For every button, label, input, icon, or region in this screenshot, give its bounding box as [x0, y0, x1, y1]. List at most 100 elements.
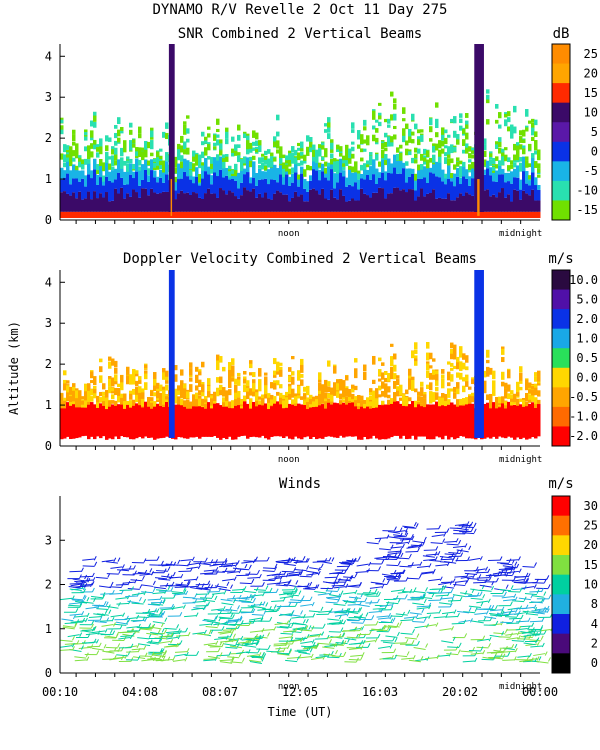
heat-cell — [447, 153, 451, 158]
heat-cell — [441, 393, 445, 399]
wind-barb — [390, 546, 403, 549]
heat-cell — [342, 160, 346, 168]
wind-barb — [387, 554, 391, 560]
wind-barb — [517, 610, 521, 615]
colorbar-unit: dB — [553, 26, 570, 42]
heat-cell — [282, 184, 286, 195]
wind-barb — [253, 588, 266, 591]
wind-barb — [199, 623, 212, 626]
heat-cell — [81, 164, 85, 168]
heat-cell — [450, 352, 454, 360]
heat-cell — [168, 211, 172, 218]
heat-cell — [357, 398, 361, 404]
wind-barb — [514, 643, 518, 649]
heat-cell — [75, 403, 79, 439]
wind-barb — [148, 641, 161, 644]
heat-cell — [315, 211, 319, 218]
heat-cell — [315, 153, 319, 159]
heat-cell — [327, 393, 331, 399]
colorbar-tick-label: -15 — [576, 203, 598, 217]
x-tick-label: 12:05 — [282, 685, 318, 699]
wind-barb — [143, 598, 147, 604]
wind-barb — [500, 563, 513, 566]
wind-barb — [127, 600, 140, 604]
heat-cell — [99, 403, 103, 439]
heat-cell — [180, 387, 184, 393]
heat-cell — [276, 391, 280, 396]
wind-barb — [286, 594, 299, 597]
wind-barb — [386, 579, 390, 585]
heat-cell — [519, 167, 523, 172]
heat-cell — [147, 398, 151, 404]
wind-barb — [159, 600, 163, 605]
wind-barb — [416, 606, 429, 610]
heat-cell — [252, 130, 256, 135]
heat-cell — [273, 401, 277, 437]
wind-barb — [499, 653, 503, 658]
heat-cell — [309, 189, 313, 212]
heat-cell — [255, 173, 259, 186]
heat-cell — [390, 356, 394, 364]
wind-barb — [546, 608, 550, 613]
wind-barb — [246, 654, 260, 657]
heat-cell — [534, 403, 538, 439]
heat-cell — [429, 167, 433, 173]
colorbar-unit: m/s — [548, 251, 573, 267]
wind-barb — [300, 610, 304, 615]
wind-barb — [339, 561, 352, 565]
wind-barb — [506, 613, 519, 616]
heat-cell — [216, 118, 220, 125]
heat-cell — [141, 147, 145, 154]
heat-cell — [420, 169, 424, 179]
wind-barb — [295, 580, 299, 585]
heat-cell — [264, 372, 268, 376]
heat-cell — [498, 174, 502, 193]
heat-cell — [441, 127, 445, 133]
wind-barb — [276, 607, 280, 612]
colorbar-tick-label: 8 — [591, 597, 598, 611]
heat-cell — [288, 403, 292, 439]
heat-cell — [516, 398, 520, 406]
heat-cell — [537, 153, 541, 161]
wind-barb — [323, 653, 336, 657]
wind-barb — [113, 622, 116, 627]
heat-cell — [264, 178, 268, 193]
heat-cell — [189, 368, 193, 376]
wind-barb — [78, 585, 91, 588]
heat-cell — [420, 396, 424, 404]
wind-barb — [538, 656, 542, 661]
wind-barb — [139, 584, 143, 589]
wind-barb — [374, 556, 387, 559]
wind-barb — [93, 638, 97, 644]
heat-cell — [102, 180, 106, 186]
heat-cell — [537, 399, 541, 405]
heat-cell — [345, 396, 349, 405]
wind-barb — [328, 621, 341, 625]
heat-cell — [255, 392, 259, 397]
heat-cell — [345, 390, 349, 397]
heat-cell — [534, 401, 538, 409]
heat-cell — [450, 200, 454, 212]
heat-cell — [99, 193, 103, 212]
wind-barb — [180, 559, 193, 562]
wind-barb — [224, 558, 228, 563]
wind-barb — [511, 644, 515, 649]
x-axis-label: Time (UT) — [267, 705, 332, 719]
heat-cell — [426, 370, 430, 378]
wind-barb — [106, 605, 119, 609]
wind-barb — [463, 611, 476, 614]
heat-cell — [276, 371, 280, 375]
heat-cell — [456, 168, 460, 177]
heat-cell — [510, 171, 514, 184]
heat-cell — [399, 391, 403, 396]
heat-cell — [144, 370, 148, 378]
heat-cell — [303, 393, 307, 400]
heat-cell — [177, 156, 181, 161]
heat-cell — [498, 112, 502, 119]
wind-barb — [308, 646, 312, 651]
heat-cell — [345, 177, 349, 187]
heat-cell — [381, 391, 385, 397]
wind-barb — [186, 648, 190, 653]
heat-cell — [495, 141, 499, 145]
colorbar-tick-label: 10.0 — [569, 273, 598, 287]
